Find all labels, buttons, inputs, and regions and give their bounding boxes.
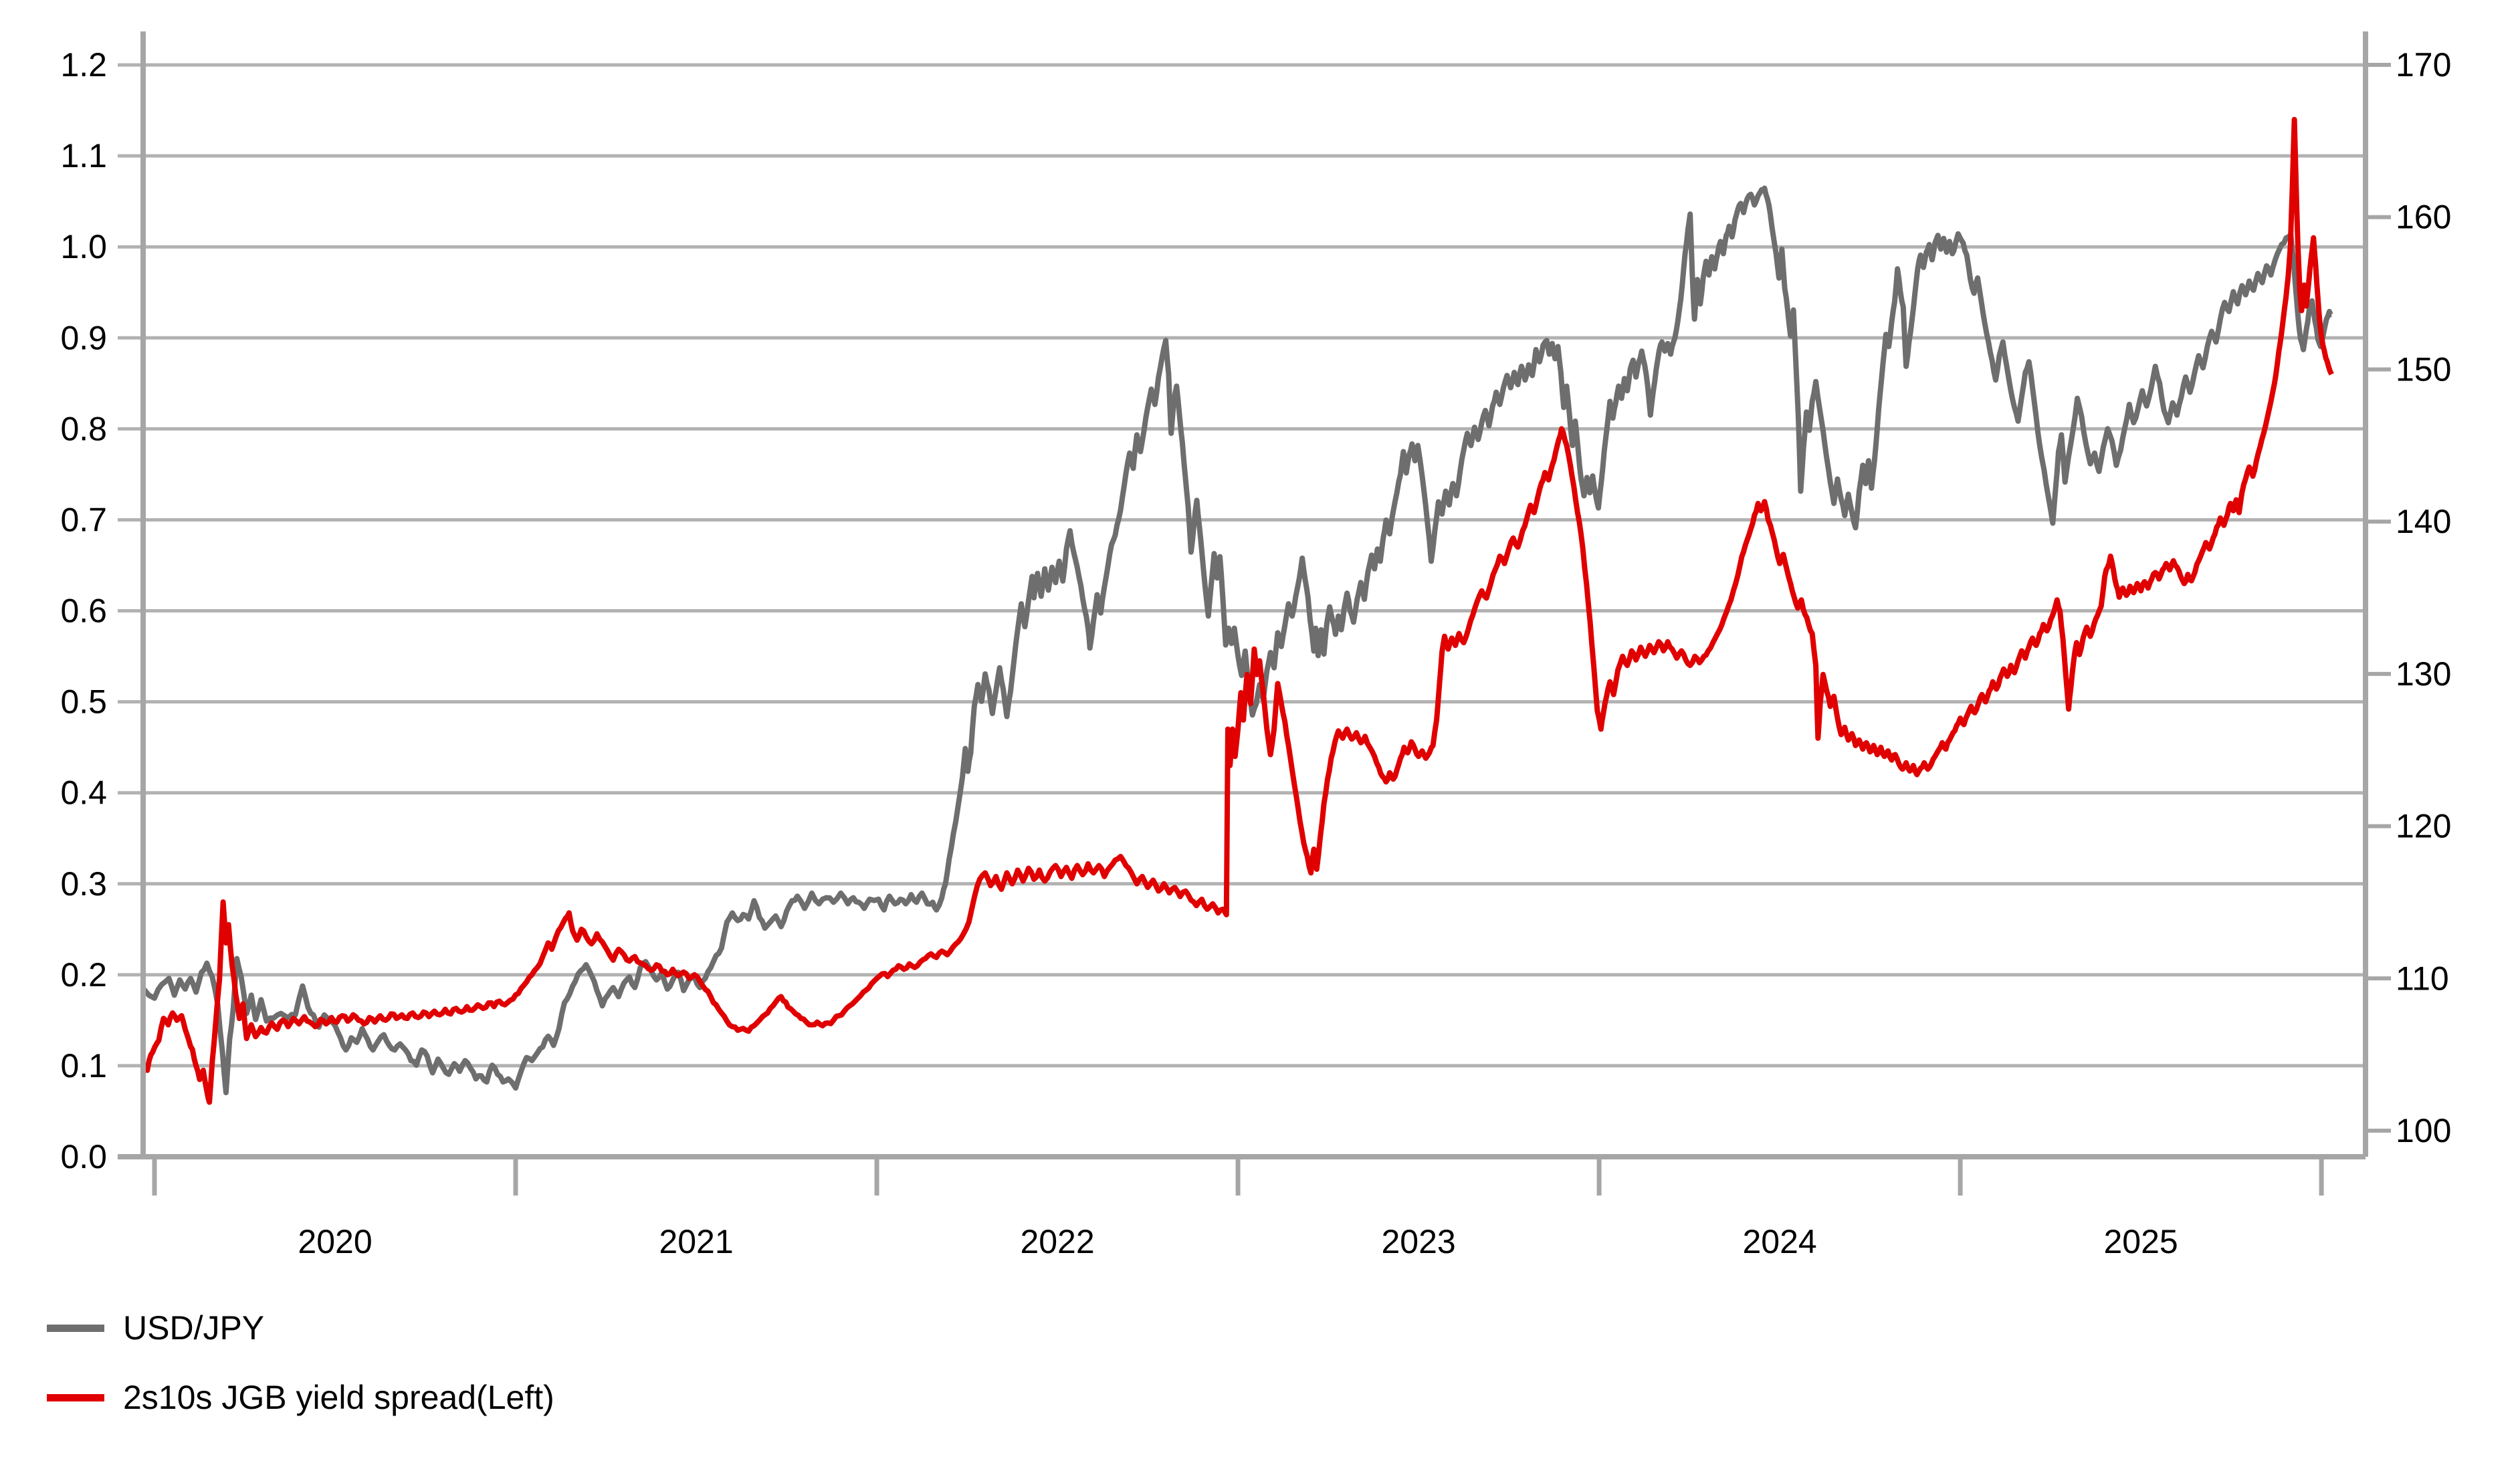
x-year-label: 2025 [2103, 1223, 2178, 1260]
y-left-tick-label: 0.0 [60, 1138, 107, 1175]
usdjpy-line-swatch [47, 1324, 104, 1332]
spread-line-swatch [47, 1393, 104, 1401]
y-left-tick-label: 0.6 [60, 592, 107, 630]
y-left-tick-label: 0.4 [60, 774, 107, 812]
usdjpy-line [141, 185, 2333, 1096]
x-year-label: 2020 [298, 1223, 372, 1260]
y-right-tick-label: 120 [2396, 808, 2451, 845]
y-right-tick-label: 130 [2396, 655, 2451, 693]
x-year-label: 2021 [659, 1223, 733, 1260]
y-right-tick-label: 110 [2396, 959, 2449, 997]
legend-label-usdjpy: USD/JPY [123, 1309, 265, 1347]
legend: USD/JPY 2s10s JGB yield spread(Left) [47, 1305, 554, 1444]
x-year-label: 2024 [1742, 1223, 1816, 1260]
y-right-tick-label: 140 [2396, 503, 2451, 540]
y-left-tick-label: 0.2 [60, 956, 107, 994]
x-year-label: 2022 [1020, 1223, 1094, 1260]
legend-label-spread: 2s10s JGB yield spread(Left) [123, 1379, 554, 1416]
x-year-label: 2023 [1381, 1223, 1455, 1260]
y-left-tick-label: 0.9 [60, 319, 107, 356]
legend-item-usdjpy: USD/JPY [47, 1305, 554, 1351]
y-left-tick-label: 1.0 [60, 228, 107, 265]
y-left-tick-label: 0.5 [60, 683, 107, 721]
y-right-tick-label: 170 [2396, 46, 2451, 84]
y-right-tick-label: 100 [2396, 1112, 2451, 1149]
y-right-tick-label: 160 [2396, 199, 2451, 236]
spread-line [142, 116, 2334, 1105]
y-left-tick-label: 0.7 [60, 501, 107, 538]
y-right-tick-label: 150 [2396, 350, 2451, 388]
y-left-tick-label: 0.1 [60, 1047, 107, 1085]
y-left-tick-label: 0.3 [60, 865, 107, 903]
legend-item-spread: 2s10s JGB yield spread(Left) [47, 1375, 554, 1420]
y-left-tick-label: 0.8 [60, 410, 107, 447]
y-left-tick-label: 1.2 [60, 46, 107, 84]
y-left-tick-label: 1.1 [60, 137, 107, 175]
